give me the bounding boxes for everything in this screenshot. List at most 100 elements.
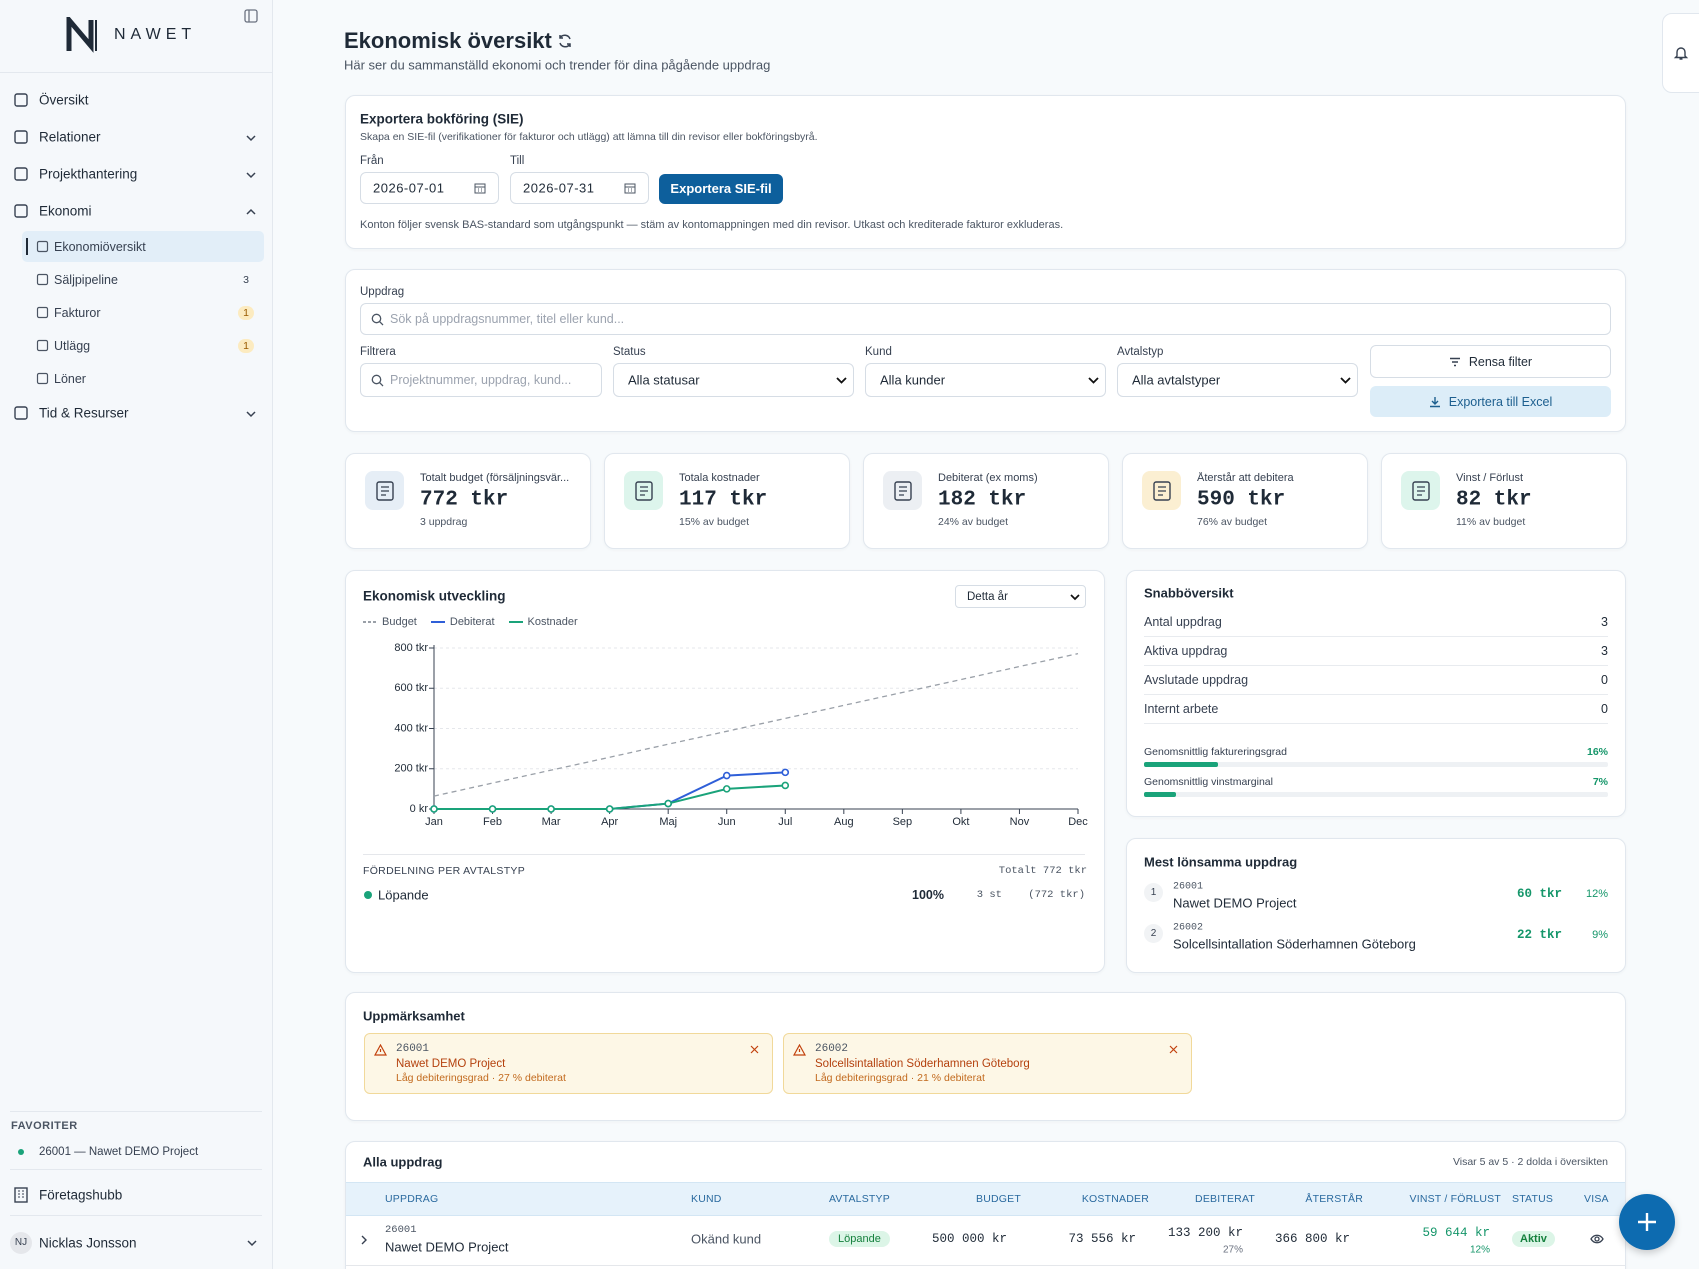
clear-filter-button[interactable]: Rensa filter bbox=[1370, 345, 1611, 378]
column-header[interactable]: KOSTNADER bbox=[1081, 1193, 1149, 1205]
alert: 26001 Nawet DEMO Project Låg debiteringsgr… bbox=[364, 1033, 773, 1094]
period-select[interactable]: Detta år bbox=[955, 585, 1086, 608]
chevron-path bbox=[246, 172, 256, 179]
chevron bbox=[836, 377, 847, 384]
search-icon bbox=[371, 374, 384, 387]
nav-sub-icon bbox=[36, 240, 49, 253]
notifications-tab[interactable] bbox=[1662, 13, 1699, 93]
nav-label: Projekthantering bbox=[39, 166, 138, 182]
nav-label: Ekonomi bbox=[39, 203, 92, 219]
chevron bbox=[1340, 377, 1351, 384]
chevron bbox=[1088, 377, 1099, 384]
column-header[interactable]: AVTALSTYP bbox=[829, 1193, 890, 1205]
row-invoiced-pct: 27% bbox=[1222, 1244, 1243, 1256]
nav-sub-icon-shape bbox=[36, 372, 49, 385]
row-costs: 73 556 kr bbox=[1068, 1232, 1136, 1246]
nav-item[interactable]: Ekonomi bbox=[0, 193, 272, 230]
search-icon bbox=[371, 313, 384, 326]
kpi-label: Debiterat (ex moms) bbox=[938, 472, 1038, 484]
table-header: UPPDRAG KUND AVTALSTYP BUDGET KOSTNADER DEBIT… bbox=[346, 1182, 1625, 1216]
nav-sub-icon bbox=[36, 306, 49, 319]
nav-sub-icon-shape bbox=[36, 273, 49, 286]
export-sie-button[interactable]: Exportera SIE-fil bbox=[659, 174, 783, 204]
nav-subitem[interactable]: Säljpipeline 3 bbox=[0, 263, 272, 296]
nav-icon-shape bbox=[14, 93, 28, 107]
legend-label: Budget bbox=[382, 616, 417, 628]
kpi-glyph bbox=[1153, 481, 1171, 501]
kpi-label: Totalt budget (försäljningsvär... bbox=[420, 472, 570, 484]
to-input[interactable]: 2026-07-31 bbox=[510, 172, 649, 204]
kpi-glyph bbox=[640, 486, 648, 496]
from-input[interactable]: 2026-07-01 bbox=[360, 172, 499, 204]
column-header[interactable]: UPPDRAG bbox=[385, 1193, 439, 1205]
divider bbox=[1144, 694, 1608, 695]
row-status: Aktiv bbox=[1512, 1231, 1555, 1247]
contract-select[interactable]: Alla avtalstyper bbox=[1117, 363, 1358, 397]
refresh-icon[interactable] bbox=[557, 33, 573, 49]
column-header[interactable]: VISA bbox=[1584, 1193, 1609, 1205]
nav-item[interactable]: Projekthantering bbox=[0, 156, 272, 193]
add-button[interactable] bbox=[1619, 1194, 1675, 1250]
nav-subitem[interactable]: Utlägg 1 bbox=[0, 329, 272, 362]
status-select[interactable]: Alla statusar bbox=[613, 363, 854, 397]
profitable-item[interactable]: 2 26002 Solcellsintallation Söderhamnen Gö… bbox=[1127, 916, 1625, 956]
view-icon[interactable] bbox=[1590, 1233, 1604, 1245]
quick-value: 0 bbox=[1601, 702, 1608, 716]
x-tick-label: Apr bbox=[601, 816, 618, 828]
item-value: 60 tkr bbox=[1516, 887, 1562, 901]
alert: 26002 Solcellsintallation Söderhamnen Göt… bbox=[783, 1033, 1192, 1094]
user-name[interactable]: Nicklas Jonsson bbox=[39, 1235, 137, 1251]
x-tick-label: Jun bbox=[718, 816, 736, 828]
column-header[interactable]: STATUS bbox=[1512, 1193, 1554, 1205]
bar-track bbox=[1144, 762, 1608, 767]
kpi-icon-glyph bbox=[1412, 481, 1430, 501]
chevron-path bbox=[246, 411, 256, 418]
close-icon[interactable] bbox=[750, 1045, 759, 1054]
nav-item[interactable]: Tid & Resurser bbox=[0, 395, 272, 432]
nav-label: Översikt bbox=[39, 92, 89, 108]
kpi-sub: 24% av budget bbox=[938, 516, 1009, 528]
profitable-card: Mest lönsamma uppdrag 1 26001 Nawet DEMO P… bbox=[1126, 838, 1626, 973]
table-row[interactable]: 26001 Nawet DEMO Project Okänd kund Löpa… bbox=[346, 1215, 1625, 1266]
column-header[interactable]: VINST / FÖRLUST bbox=[1409, 1193, 1501, 1205]
legend-label: Kostnader bbox=[527, 616, 578, 628]
favorite[interactable]: 26001 — Nawet DEMO Project bbox=[0, 1141, 272, 1163]
nav-sub-label: Löner bbox=[54, 372, 86, 386]
column-header[interactable]: ÅTERSTÅR bbox=[1305, 1193, 1363, 1205]
filter-input[interactable]: Projektnummer, uppdrag, kund... bbox=[360, 363, 602, 397]
nav-item[interactable]: Relationer bbox=[0, 119, 272, 156]
quick-card: Snabböversikt Antal uppdrag 3 Aktiva uppdr… bbox=[1126, 570, 1626, 817]
close-icon[interactable] bbox=[1169, 1045, 1178, 1054]
nav-subitem[interactable]: Ekonomiöversikt bbox=[0, 230, 272, 263]
customer-select[interactable]: Alla kunder bbox=[865, 363, 1106, 397]
nav-subitem[interactable]: Fakturor 1 bbox=[0, 296, 272, 329]
active-bg bbox=[22, 231, 264, 262]
column-header[interactable]: BUDGET bbox=[976, 1193, 1021, 1205]
hub-link[interactable]: Företagshubb bbox=[39, 1187, 123, 1203]
expand-icon[interactable] bbox=[360, 1235, 368, 1245]
bar-value: 16% bbox=[1586, 746, 1608, 758]
favorite-dot bbox=[18, 1149, 24, 1155]
profitable-item[interactable]: 1 26001 Nawet DEMO Project 60 tkr 12% bbox=[1127, 875, 1625, 915]
excel-button[interactable]: Exportera till Excel bbox=[1370, 386, 1611, 417]
column-header[interactable]: DEBITERAT bbox=[1195, 1193, 1255, 1205]
kpi-value: 182 tkr bbox=[938, 488, 1027, 512]
x-tick-label: Feb bbox=[483, 816, 502, 828]
legend-swatch bbox=[430, 621, 445, 623]
series-line bbox=[434, 771, 786, 810]
x-tick-label: Dec bbox=[1068, 816, 1088, 828]
kpi-label: Vinst / Förlust bbox=[1456, 472, 1524, 484]
collapse-icon[interactable] bbox=[244, 9, 258, 23]
nav-icon-shape bbox=[14, 167, 28, 181]
column-header[interactable]: KUND bbox=[691, 1193, 722, 1205]
divider bbox=[1144, 636, 1608, 637]
nav-subitem[interactable]: Löner bbox=[0, 362, 272, 395]
distribution-count: 3 st bbox=[976, 889, 1002, 901]
sidebar: NAWET Översikt Relationer Projekthantering… bbox=[0, 0, 273, 1269]
nav-badge: 3 bbox=[243, 274, 249, 286]
search-input[interactable]: Sök på uppdragsnummer, titel eller kund.… bbox=[360, 303, 1611, 335]
status-value: Alla statusar bbox=[628, 372, 700, 388]
hub-icon bbox=[14, 1187, 28, 1203]
quick-label: Avslutade uppdrag bbox=[1144, 673, 1249, 687]
nav-item[interactable]: Översikt bbox=[0, 82, 272, 119]
